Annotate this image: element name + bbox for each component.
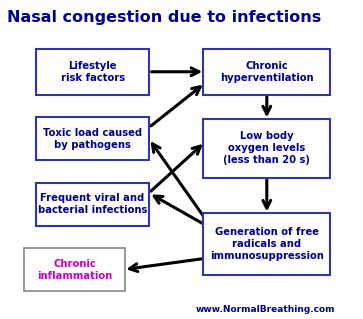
Text: Toxic load caused
by pathogens: Toxic load caused by pathogens (43, 128, 142, 150)
Text: Nasal congestion due to infections: Nasal congestion due to infections (7, 10, 322, 25)
Text: Low body
oxygen levels
(less than 20 s): Low body oxygen levels (less than 20 s) (223, 131, 310, 165)
Text: Lifestyle
risk factors: Lifestyle risk factors (61, 61, 125, 83)
FancyBboxPatch shape (24, 248, 125, 291)
FancyBboxPatch shape (36, 182, 149, 226)
FancyBboxPatch shape (36, 117, 149, 160)
FancyBboxPatch shape (36, 48, 149, 95)
Text: Generation of free
radicals and
immunosuppression: Generation of free radicals and immunosu… (210, 227, 324, 261)
FancyBboxPatch shape (203, 119, 330, 178)
Text: Chronic
inflammation: Chronic inflammation (37, 259, 112, 280)
FancyBboxPatch shape (203, 48, 330, 95)
Text: Chronic
hyperventilation: Chronic hyperventilation (220, 61, 314, 83)
Text: www.NormalBreathing.com: www.NormalBreathing.com (195, 305, 335, 314)
FancyBboxPatch shape (203, 213, 330, 275)
Text: Frequent viral and
bacterial infections: Frequent viral and bacterial infections (38, 193, 147, 215)
